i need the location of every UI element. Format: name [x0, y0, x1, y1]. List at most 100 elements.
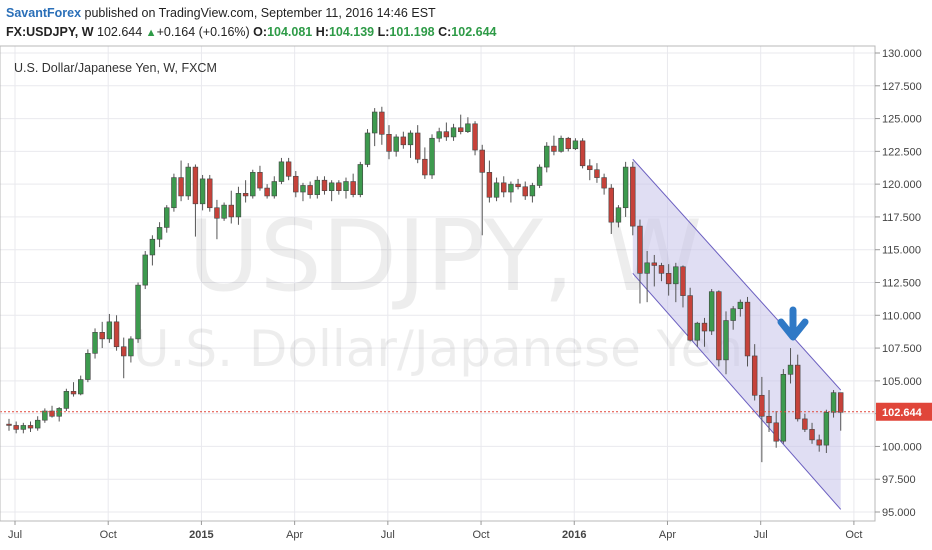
candle-body: [42, 410, 48, 421]
time-tick-label: Oct: [472, 529, 489, 541]
candle-body: [465, 123, 471, 132]
last-price-badge: 102.644: [876, 402, 932, 421]
candle-body: [85, 353, 91, 380]
candle: [336, 180, 342, 195]
candle: [809, 422, 815, 444]
candle: [407, 130, 414, 158]
ohlc-line: FX:USDJPY, W 102.644 ▲+0.164 (+0.16%) O:…: [6, 25, 496, 39]
time-axis[interactable]: Jul Oct 2015 Apr Jul Oct 2016 Apr Jul Oct: [8, 521, 862, 541]
price-tick-label: 112.500: [882, 278, 921, 290]
candle-body: [673, 266, 679, 285]
candle-body: [321, 179, 328, 192]
candle-body: [178, 177, 184, 197]
candle: [56, 407, 62, 422]
candle: [63, 388, 70, 412]
candle: [207, 174, 213, 212]
candle: [271, 176, 277, 199]
candle-body: [450, 127, 457, 138]
candle-body: [522, 186, 528, 197]
candle-body: [63, 391, 70, 409]
candle: [257, 165, 263, 191]
candle-body: [343, 181, 349, 192]
candle: [393, 134, 399, 157]
candle-body: [723, 320, 729, 361]
candle-body: [744, 301, 751, 357]
candle-body: [622, 166, 629, 209]
low-label: L:: [377, 25, 390, 39]
candle: [85, 349, 91, 383]
channel-fill: [632, 159, 841, 510]
candle-body: [70, 391, 77, 395]
candle: [314, 176, 321, 199]
candle-body: [149, 238, 156, 256]
candle: [665, 264, 672, 296]
candle: [70, 382, 77, 397]
regression-channel[interactable]: [632, 158, 842, 510]
candle-body: [414, 132, 421, 160]
candle: [515, 178, 521, 190]
candle: [565, 136, 571, 152]
candle-body: [56, 408, 62, 417]
candle-body: [687, 295, 693, 341]
candle-body: [429, 137, 435, 176]
candle-body: [551, 145, 557, 152]
candle-body: [13, 425, 19, 430]
candle: [658, 262, 665, 282]
candle-body: [665, 273, 672, 285]
candle-body: [572, 140, 579, 150]
candle: [823, 409, 830, 453]
candle: [716, 290, 722, 367]
low-value: 101.198: [389, 25, 435, 39]
candle-body: [128, 338, 134, 357]
candle-body: [443, 131, 450, 138]
watermark-symbol: USDJPY, W: [188, 200, 702, 314]
time-tick-label: 2015: [189, 529, 213, 541]
last-price: 102.644: [97, 25, 143, 39]
candle-body: [737, 301, 744, 310]
candle-body: [214, 207, 220, 219]
candle: [178, 160, 184, 202]
candle-body: [529, 185, 536, 197]
candle-body: [221, 204, 227, 219]
candle-body: [185, 166, 191, 197]
candle: [529, 182, 536, 203]
candle: [142, 251, 148, 290]
candle-body: [558, 137, 564, 152]
candle-body: [34, 419, 41, 429]
price-tick-label: 110.000: [882, 310, 921, 322]
candle: [551, 135, 557, 156]
close-label: C:: [438, 25, 452, 39]
candle: [364, 129, 371, 168]
price-tick-label: 100.000: [882, 441, 922, 453]
candle: [228, 190, 234, 224]
candle-body: [407, 132, 414, 146]
author-link[interactable]: SavantForex: [6, 6, 82, 20]
candle: [450, 123, 457, 141]
symbol-label[interactable]: FX:USDJPY, W: [6, 25, 94, 39]
high-value: 104.139: [328, 25, 375, 39]
candle-body: [235, 193, 242, 218]
price-axis[interactable]: 130.000 127.500 125.000 122.500 120.000 117.5…: [875, 46, 932, 521]
candle-body: [400, 136, 407, 146]
candle-body: [142, 254, 148, 286]
time-tick-label: Jul: [381, 529, 395, 541]
candle: [644, 251, 650, 303]
candle-body: [350, 181, 356, 195]
candle: [414, 125, 421, 164]
candle: [773, 411, 779, 448]
time-tick-label: 2016: [562, 529, 586, 541]
change-value: +0.164 (+0.16%): [156, 25, 250, 39]
candle: [422, 147, 428, 179]
candle: [300, 182, 306, 202]
candle: [472, 121, 478, 156]
candle-body: [300, 185, 306, 193]
candle-body: [49, 410, 55, 417]
candle: [522, 181, 528, 200]
candle-body: [199, 178, 206, 205]
price-tick-label: 97.500: [882, 474, 916, 486]
candle-body: [816, 439, 822, 446]
candle-body: [766, 415, 772, 424]
candle-body: [651, 262, 658, 266]
arrow-head: [777, 318, 809, 341]
